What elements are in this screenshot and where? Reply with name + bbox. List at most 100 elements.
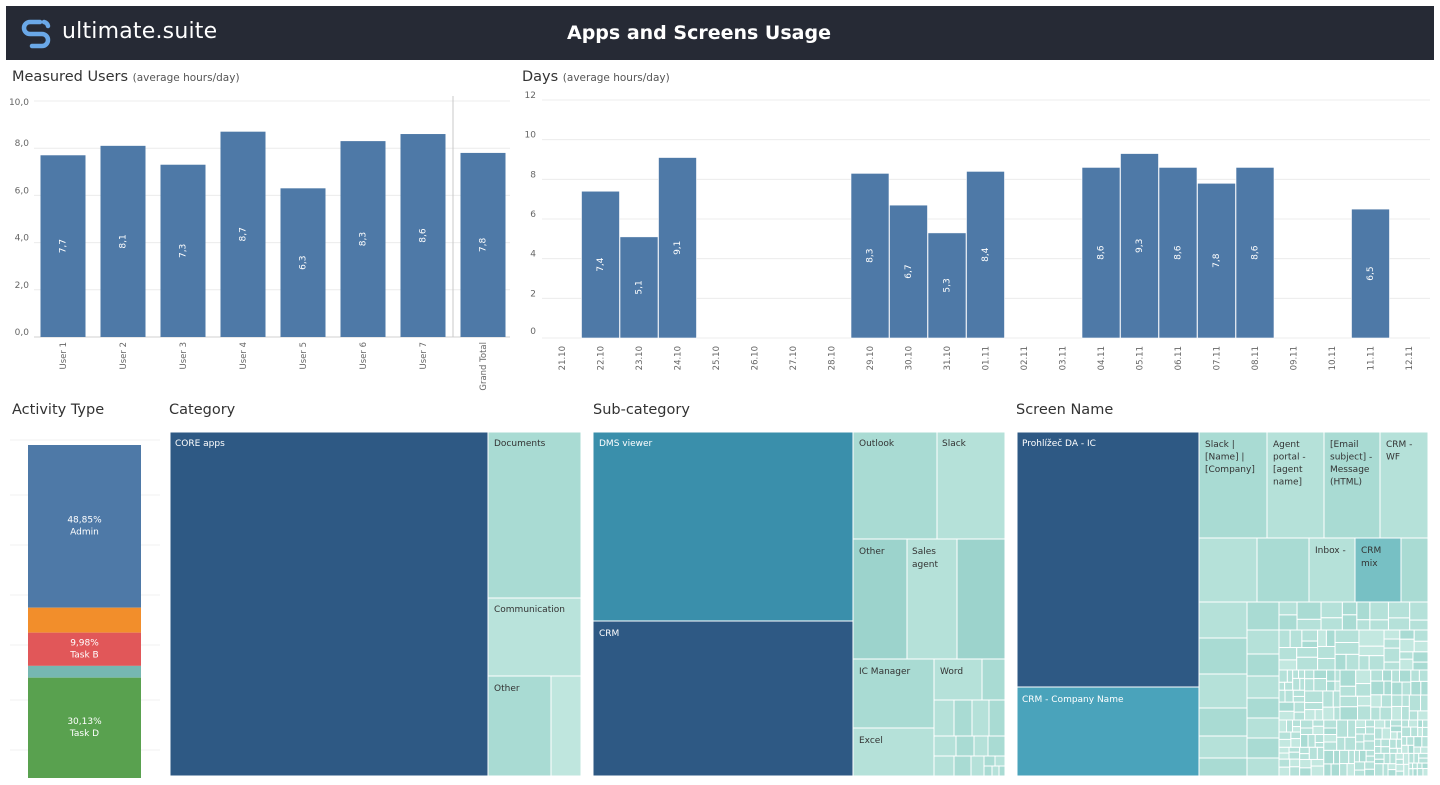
- days-bar[interactable]: [619, 236, 659, 339]
- screen-cell-small[interactable]: [1286, 669, 1294, 683]
- activity-segment[interactable]: [28, 445, 141, 608]
- subcategory-cell[interactable]: [852, 538, 908, 660]
- screen-cell-small[interactable]: [1395, 738, 1403, 749]
- screen-cell-small[interactable]: [1370, 694, 1382, 708]
- screen-cell-small[interactable]: [1341, 601, 1358, 616]
- screen-cell-small[interactable]: [1370, 669, 1384, 682]
- screen-cell-small[interactable]: [1356, 601, 1371, 621]
- screen-cell-small[interactable]: [1300, 719, 1314, 729]
- screen-cell-small[interactable]: [1301, 640, 1319, 649]
- screen-cell-small[interactable]: [1401, 705, 1410, 721]
- subcategory-cell[interactable]: [906, 538, 958, 660]
- screen-cell-small[interactable]: [1278, 629, 1291, 649]
- screen-cell-small[interactable]: [1323, 763, 1332, 777]
- screen-cell-small[interactable]: [1278, 669, 1288, 683]
- screen-cell-small[interactable]: [1358, 645, 1385, 657]
- screen-cell-small[interactable]: [1406, 736, 1415, 746]
- screen-cell-small[interactable]: [1278, 758, 1291, 768]
- screen-cell-small[interactable]: [1421, 736, 1429, 748]
- screen-cell-small[interactable]: [1416, 767, 1424, 777]
- screen-cell-small[interactable]: [1290, 731, 1302, 740]
- screen-cell-small[interactable]: [1299, 753, 1310, 760]
- screen-cell[interactable]: [1198, 431, 1268, 539]
- screen-cell-small[interactable]: [1395, 752, 1404, 760]
- screen-cell-small[interactable]: [1322, 706, 1335, 721]
- subcategory-cell[interactable]: [981, 658, 1006, 701]
- screen-cell-small[interactable]: [1304, 690, 1324, 704]
- screen-cell-small[interactable]: [1353, 749, 1360, 763]
- screen-cell-small[interactable]: [1387, 601, 1411, 619]
- screen-cell-small[interactable]: [1292, 677, 1301, 691]
- screen-cell-small[interactable]: [1384, 719, 1392, 729]
- screen-cell-small[interactable]: [1420, 746, 1429, 754]
- subcategory-cell-small[interactable]: [987, 735, 1006, 757]
- screen-cell-small[interactable]: [1278, 601, 1298, 616]
- screen-cell-small[interactable]: [1383, 752, 1391, 765]
- screen-cell-small[interactable]: [1278, 659, 1298, 671]
- screen-cell-small[interactable]: [1387, 769, 1397, 777]
- days-bar[interactable]: [1351, 208, 1390, 339]
- screen-cell-small[interactable]: [1278, 731, 1292, 740]
- screen-cell[interactable]: [1246, 737, 1280, 759]
- screen-cell-small[interactable]: [1339, 763, 1348, 777]
- screen-cell-small[interactable]: [1409, 601, 1429, 621]
- screen-cell-small[interactable]: [1314, 742, 1325, 748]
- screen-cell-small[interactable]: [1312, 725, 1325, 736]
- screen-cell-small[interactable]: [1413, 629, 1429, 642]
- days-bar[interactable]: [1158, 167, 1198, 339]
- screen-cell-small[interactable]: [1408, 762, 1414, 770]
- screen-cell-small[interactable]: [1374, 758, 1385, 765]
- screen-cell-small[interactable]: [1314, 734, 1325, 744]
- screen-cell-small[interactable]: [1312, 719, 1325, 727]
- users-bar[interactable]: [400, 134, 446, 337]
- screen-cell-small[interactable]: [1357, 705, 1372, 721]
- users-bar[interactable]: [460, 152, 506, 337]
- screen-cell-small[interactable]: [1289, 758, 1301, 768]
- days-bar[interactable]: [1081, 167, 1121, 339]
- screen-cell-small[interactable]: [1278, 701, 1295, 712]
- screen-cell-small[interactable]: [1356, 619, 1371, 631]
- screen-cell-small[interactable]: [1412, 768, 1418, 777]
- screen-cell-small[interactable]: [1389, 747, 1398, 754]
- screen-cell-small[interactable]: [1301, 629, 1319, 642]
- screen-cell[interactable]: [1256, 537, 1310, 603]
- screen-cell-small[interactable]: [1421, 726, 1429, 738]
- screen-cell-small[interactable]: [1365, 749, 1376, 757]
- screen-cell-small[interactable]: [1325, 629, 1336, 647]
- screen-cell-small[interactable]: [1333, 706, 1341, 721]
- screen-cell-small[interactable]: [1304, 678, 1315, 692]
- subcategory-cell[interactable]: [592, 620, 854, 777]
- screen-cell-small[interactable]: [1399, 658, 1414, 671]
- subcategory-cell-small[interactable]: [933, 735, 957, 757]
- screen-cell-small[interactable]: [1401, 681, 1412, 696]
- screen-cell-small[interactable]: [1299, 677, 1306, 691]
- screen-cell-small[interactable]: [1333, 749, 1341, 765]
- screen-cell-small[interactable]: [1401, 726, 1412, 738]
- subcategory-cell-small[interactable]: [970, 755, 985, 777]
- screen-cell-small[interactable]: [1389, 752, 1397, 765]
- screen-cell-small[interactable]: [1408, 710, 1419, 721]
- screen-cell-small[interactable]: [1298, 669, 1306, 679]
- screen-cell-small[interactable]: [1399, 638, 1415, 653]
- screen-cell-small[interactable]: [1296, 647, 1319, 658]
- users-bar[interactable]: [40, 155, 86, 337]
- screen-cell[interactable]: [1016, 686, 1200, 777]
- screen-cell-small[interactable]: [1413, 746, 1422, 754]
- screen-cell-small[interactable]: [1412, 762, 1418, 770]
- subcategory-cell-small[interactable]: [998, 765, 1006, 777]
- screen-cell-small[interactable]: [1398, 669, 1412, 683]
- subcategory-cell-small[interactable]: [973, 735, 989, 757]
- screen-cell-small[interactable]: [1314, 709, 1324, 721]
- screen-cell-small[interactable]: [1347, 719, 1357, 738]
- screen-cell-small[interactable]: [1410, 726, 1419, 738]
- screen-cell-small[interactable]: [1336, 736, 1346, 751]
- screen-cell-small[interactable]: [1370, 706, 1381, 721]
- subcategory-cell-small[interactable]: [983, 755, 996, 767]
- screen-cell-small[interactable]: [1418, 669, 1429, 682]
- screen-cell[interactable]: [1266, 431, 1325, 539]
- subcategory-cell[interactable]: [956, 538, 1006, 660]
- screen-cell-small[interactable]: [1332, 690, 1341, 708]
- screen-cell-small[interactable]: [1401, 694, 1410, 707]
- screen-cell-small[interactable]: [1383, 629, 1401, 640]
- screen-cell-small[interactable]: [1401, 719, 1410, 728]
